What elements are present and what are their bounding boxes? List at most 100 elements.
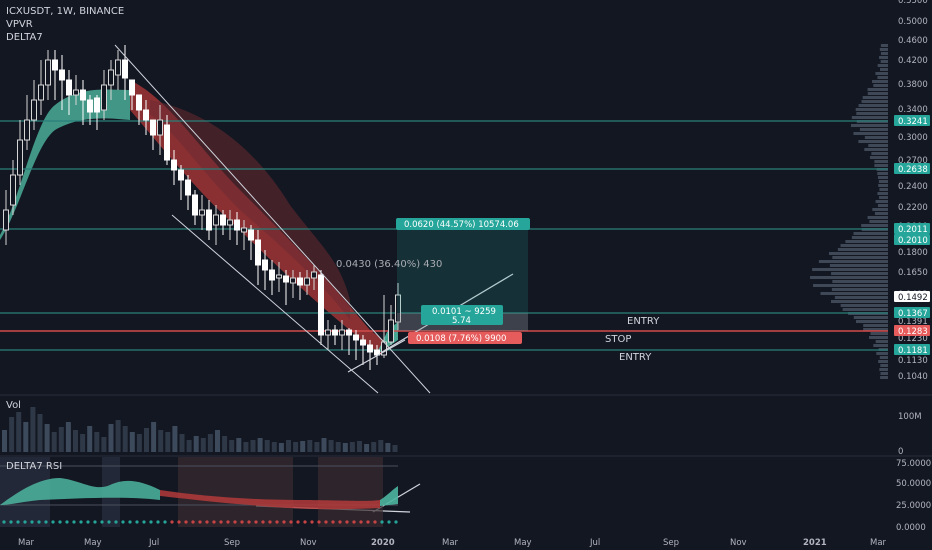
price-tick-label: 0.5000: [898, 17, 928, 27]
rsi-dot: [30, 520, 34, 524]
price-axis-label-bg: [894, 223, 930, 234]
rsi-dot: [128, 520, 132, 524]
rsi-dot: [387, 520, 391, 524]
volume-bar: [250, 440, 256, 452]
rsi-dot: [324, 520, 328, 524]
vpvr-bar: [861, 100, 888, 103]
volume-pane-title[interactable]: Vol: [6, 400, 21, 411]
price-tick-label: 0.1650: [898, 268, 928, 278]
vpvr-bar: [851, 236, 888, 239]
vpvr-bar: [832, 256, 888, 259]
vpvr-bar: [880, 44, 888, 47]
volume-bar: [293, 442, 299, 452]
vpvr-bar: [875, 72, 888, 75]
indicator-delta7-label[interactable]: DELTA7: [6, 32, 43, 43]
vpvr-bar: [861, 224, 888, 227]
vpvr-bar: [879, 356, 888, 359]
vpvr-bar: [851, 116, 888, 119]
volume-bar: [37, 414, 43, 452]
rsi-red-area: [160, 490, 380, 510]
candle-body: [297, 277, 303, 286]
volume-bar: [307, 440, 313, 452]
vpvr-bar: [837, 248, 888, 251]
volume-bar: [207, 434, 213, 452]
vpvr-bar: [853, 232, 888, 235]
rsi-dot: [156, 520, 160, 524]
volume-bar: [158, 430, 164, 452]
volume-bar: [257, 438, 263, 452]
time-axis-label: Mar: [442, 538, 459, 548]
volume-bar: [222, 436, 228, 452]
volume-bar: [73, 430, 78, 452]
price-axis[interactable]: 0.5500 0.5000 0.4600 0.4200 0.3800 0.3400 0.30…: [888, 0, 932, 395]
candle-body: [94, 97, 100, 113]
time-axis-label: Nov: [300, 538, 317, 548]
vpvr-bar: [874, 164, 888, 167]
candle-body: [17, 139, 23, 176]
vpvr-bar: [878, 360, 888, 363]
candle-body: [199, 209, 205, 216]
vpvr-bar: [856, 112, 888, 115]
time-axis-label: Sep: [224, 538, 240, 548]
time-axis-label: Jul: [148, 538, 159, 548]
volume-bar: [328, 440, 334, 452]
rsi-dot: [240, 520, 244, 524]
move-label: 0.0430 (36.40%) 430: [336, 259, 442, 270]
candle-body: [388, 319, 394, 343]
vpvr-bar: [875, 340, 888, 343]
rsi-shade: [178, 457, 293, 527]
rsi-teal-recovery: [380, 486, 398, 506]
price-tick-label: 0.2400: [898, 182, 928, 192]
time-axis-label: 2020: [371, 538, 395, 548]
rsi-pane-title[interactable]: DELTA7 RSI: [6, 461, 63, 472]
volume-bar: [371, 442, 377, 452]
time-axis-label: 2021: [803, 538, 827, 548]
vpvr-bar: [867, 92, 888, 95]
symbol-title[interactable]: ICXUSDT, 1W, BINANCE: [6, 6, 125, 17]
vpvr-bar: [810, 276, 888, 279]
rsi-dot: [163, 520, 167, 524]
candle-body: [157, 119, 163, 136]
vpvr-bar: [877, 64, 888, 67]
time-axis[interactable]: Mar May Jul Sep Nov 2020 Mar May Jul Sep Nov 2021 Ma…: [18, 538, 887, 548]
price-axis-label-bg: [894, 344, 930, 355]
candle-body: [374, 349, 380, 356]
volume-bar: [243, 442, 249, 452]
price-axis-label: 0.2638: [898, 165, 928, 175]
volume-bar: [172, 426, 178, 452]
vpvr-bar: [820, 292, 888, 295]
vpvr-bar: [868, 144, 888, 147]
rsi-dot: [289, 520, 293, 524]
volume-bar: [108, 424, 114, 452]
vpvr-bar: [864, 148, 888, 151]
time-axis-label: May: [514, 538, 532, 548]
volume-bar: [94, 432, 100, 452]
vpvr-bar: [853, 316, 888, 319]
candlesticks: [3, 45, 401, 370]
volume-bar: [129, 432, 135, 452]
rsi-dot: [331, 520, 335, 524]
rsi-dot: [142, 520, 146, 524]
rsi-dot: [219, 520, 223, 524]
vpvr-bar: [880, 372, 888, 375]
indicator-vpvr-label[interactable]: VPVR: [6, 19, 33, 30]
vpvr-bar: [862, 96, 888, 99]
price-axis-label-bg: [894, 307, 930, 318]
volume-bar: [16, 412, 22, 452]
rsi-pane: 75.0000 50.0000 25.0000 0.0000: [0, 457, 931, 533]
candle-body: [66, 79, 72, 96]
candle-body: [255, 239, 261, 266]
rsi-dot: [205, 520, 209, 524]
vpvr-bar: [872, 80, 888, 83]
rsi-dot: [107, 520, 111, 524]
volume-bar: [122, 426, 128, 452]
stop-label: STOP: [605, 334, 631, 345]
vpvr-bar: [842, 308, 888, 311]
candle-body: [122, 59, 128, 79]
vpvr-bar: [879, 48, 888, 51]
vpvr-bar: [880, 376, 888, 379]
volume-bar: [264, 440, 270, 452]
vpvr-bar: [867, 216, 888, 219]
candle-body: [290, 277, 296, 284]
